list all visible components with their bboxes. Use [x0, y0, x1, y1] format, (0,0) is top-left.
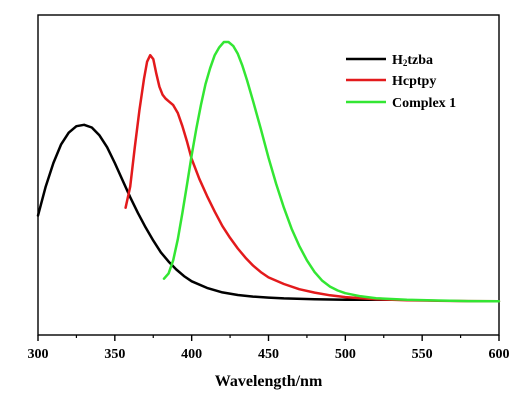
series-layer: [36, 40, 501, 303]
x-tick-label-350: 350: [104, 347, 125, 362]
x-tick-label-450: 450: [258, 347, 279, 362]
x-tick-label-500: 500: [335, 347, 356, 362]
series-line-hcptpy: [124, 53, 501, 303]
legend-item-hcptpy: Hcptpy: [346, 74, 436, 89]
legend: H2tzba Hcptpy Complex 1: [346, 53, 456, 111]
legend-label-h2tzba: H2tzba: [392, 53, 433, 68]
x-tick-label-300: 300: [28, 347, 49, 362]
legend-item-complex-1: Complex 1: [346, 96, 456, 111]
x-axis-title: Wavelength/nm: [215, 373, 323, 390]
x-tick-label-550: 550: [412, 347, 433, 362]
x-tick-label-400: 400: [181, 347, 202, 362]
x-tick-label-600: 600: [489, 347, 510, 362]
series-line-h2tzba: [36, 123, 396, 301]
legend-item-h2tzba: H2tzba: [346, 53, 433, 68]
legend-label-hcptpy: Hcptpy: [392, 74, 436, 89]
series-line-complex-1: [162, 40, 501, 303]
x-axis: 300 350 400 450 500 550 600: [28, 335, 510, 362]
legend-label-complex-1: Complex 1: [392, 96, 456, 111]
